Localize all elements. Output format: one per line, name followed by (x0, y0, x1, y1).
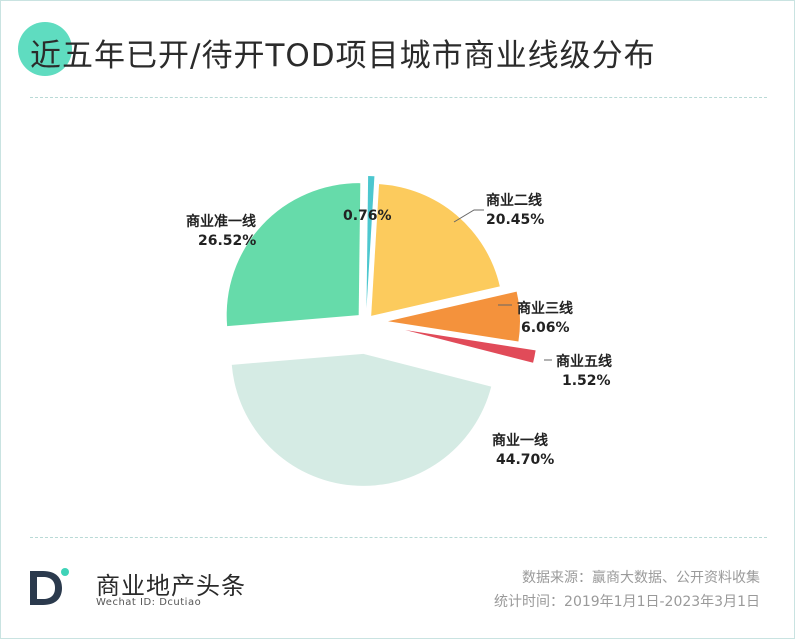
slice-name-tier2: 商业二线 (486, 192, 542, 209)
pie-slices (226, 176, 536, 486)
slice-tier2 (371, 184, 500, 316)
slice-value-tier3: 6.06% (521, 320, 570, 336)
slice-tier1 (231, 353, 492, 486)
divider-top (30, 97, 767, 98)
period-note: 统计时间：2019年1月1日-2023年3月1日 (494, 594, 760, 610)
slice-quasi-tier1 (226, 183, 361, 327)
slice-name-quasi-tier1: 商业准一线 (186, 213, 256, 230)
slice-value-tier1: 44.70% (496, 452, 554, 468)
brand-logo-icon (30, 568, 69, 605)
slice-value-tier5: 1.52% (562, 373, 611, 389)
brand-name: 商业地产头条 (96, 572, 246, 600)
slice-tier5 (405, 330, 536, 363)
slice-value-tier2: 20.45% (486, 212, 544, 228)
leader-line-tier2 (453, 209, 484, 223)
page-title: 近五年已开/待开TOD项目城市商业线级分布 (30, 38, 656, 74)
slice-other (366, 176, 375, 309)
slice-value-quasi-tier1: 26.52% (198, 233, 256, 249)
divider-bottom (30, 537, 767, 538)
slice-name-tier5: 商业五线 (556, 353, 612, 370)
slice-value-other: 0.76% (343, 208, 392, 224)
slice-name-tier1: 商业一线 (492, 432, 548, 449)
data-source-note: 数据来源：赢商大数据、公开资料收集 (522, 570, 760, 586)
slice-tier3 (387, 291, 520, 342)
wechat-id: Wechat ID: Dcutiao (96, 597, 202, 608)
slice-name-tier3: 商业三线 (517, 300, 573, 317)
title-accent-dot (18, 22, 72, 76)
